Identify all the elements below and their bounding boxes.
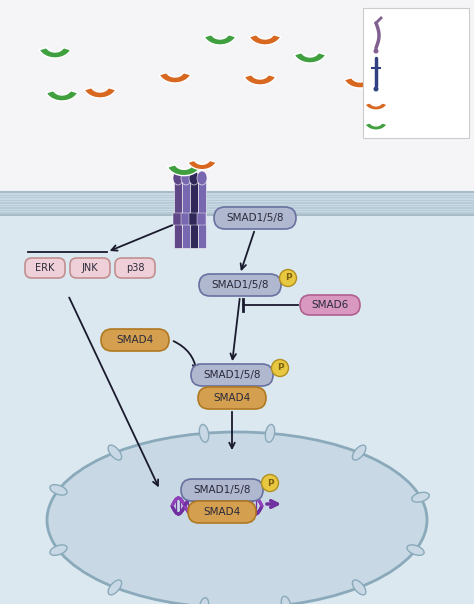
Polygon shape xyxy=(188,160,216,170)
Text: BMP4: BMP4 xyxy=(388,96,419,106)
FancyBboxPatch shape xyxy=(300,295,360,315)
Text: SMAD6: SMAD6 xyxy=(311,300,348,310)
Bar xyxy=(190,213,199,225)
Bar xyxy=(0,202,474,204)
Bar xyxy=(182,178,190,248)
Polygon shape xyxy=(204,34,236,45)
Ellipse shape xyxy=(281,596,291,604)
Bar xyxy=(0,193,474,194)
Bar xyxy=(0,208,474,210)
Text: JNK: JNK xyxy=(82,263,98,273)
Ellipse shape xyxy=(412,492,429,502)
Bar xyxy=(0,0,474,195)
Text: BMP2: BMP2 xyxy=(388,116,419,126)
Polygon shape xyxy=(84,88,116,98)
Bar xyxy=(0,201,474,202)
Text: SMAD1/5/8: SMAD1/5/8 xyxy=(203,370,261,380)
Bar xyxy=(0,214,474,215)
Bar xyxy=(0,196,474,197)
Text: ERK: ERK xyxy=(35,263,55,273)
Bar xyxy=(0,204,474,205)
Ellipse shape xyxy=(47,432,427,604)
Polygon shape xyxy=(46,91,78,101)
Bar xyxy=(0,205,474,206)
FancyBboxPatch shape xyxy=(214,207,296,229)
FancyBboxPatch shape xyxy=(191,364,273,386)
Bar xyxy=(0,200,474,201)
Ellipse shape xyxy=(181,171,191,185)
Bar xyxy=(0,213,474,214)
Circle shape xyxy=(374,86,379,91)
Polygon shape xyxy=(365,123,387,130)
Ellipse shape xyxy=(173,171,183,185)
Bar xyxy=(0,194,474,196)
Polygon shape xyxy=(294,53,326,63)
Circle shape xyxy=(280,269,297,286)
Polygon shape xyxy=(159,72,191,83)
Ellipse shape xyxy=(50,484,67,495)
Ellipse shape xyxy=(199,425,209,442)
Bar xyxy=(0,197,474,198)
Bar xyxy=(0,210,474,211)
FancyBboxPatch shape xyxy=(115,258,155,278)
Bar xyxy=(363,8,469,138)
Bar xyxy=(0,207,474,208)
Text: p38: p38 xyxy=(126,263,144,273)
Bar xyxy=(182,213,191,225)
Text: P: P xyxy=(267,478,273,487)
Ellipse shape xyxy=(108,445,122,460)
FancyBboxPatch shape xyxy=(199,274,281,296)
Polygon shape xyxy=(249,34,281,45)
Bar xyxy=(0,192,474,193)
Polygon shape xyxy=(167,165,201,176)
Text: SMAD4: SMAD4 xyxy=(213,393,251,403)
Ellipse shape xyxy=(197,171,207,185)
Bar xyxy=(190,178,198,248)
FancyBboxPatch shape xyxy=(188,501,256,523)
Ellipse shape xyxy=(265,425,275,442)
FancyBboxPatch shape xyxy=(181,479,263,501)
Ellipse shape xyxy=(352,580,366,595)
FancyBboxPatch shape xyxy=(25,258,65,278)
Circle shape xyxy=(272,359,289,376)
Polygon shape xyxy=(244,74,276,85)
Bar xyxy=(174,178,182,248)
Ellipse shape xyxy=(108,580,122,595)
Bar xyxy=(198,213,207,225)
Polygon shape xyxy=(384,54,416,65)
Text: SMAD1/5/8: SMAD1/5/8 xyxy=(226,213,284,223)
Text: P: P xyxy=(285,274,292,283)
Bar xyxy=(198,178,206,248)
Text: P: P xyxy=(277,364,283,373)
Ellipse shape xyxy=(352,445,366,460)
Ellipse shape xyxy=(407,545,424,555)
Text: BMPR2: BMPR2 xyxy=(388,30,427,40)
Polygon shape xyxy=(39,48,71,58)
Circle shape xyxy=(262,475,279,492)
Bar xyxy=(173,213,182,225)
Bar xyxy=(0,195,474,604)
Bar xyxy=(0,206,474,207)
Ellipse shape xyxy=(199,598,209,604)
Bar xyxy=(0,198,474,200)
Bar xyxy=(0,211,474,213)
Text: SMAD4: SMAD4 xyxy=(117,335,154,345)
FancyBboxPatch shape xyxy=(70,258,110,278)
FancyArrowPatch shape xyxy=(173,341,198,370)
Text: SMAD4: SMAD4 xyxy=(203,507,241,517)
Text: SMAD1/5/8: SMAD1/5/8 xyxy=(193,485,251,495)
Text: SMAD1/5/8: SMAD1/5/8 xyxy=(211,280,269,290)
FancyBboxPatch shape xyxy=(101,329,169,351)
Ellipse shape xyxy=(50,545,67,555)
Polygon shape xyxy=(344,77,376,88)
Polygon shape xyxy=(365,103,387,110)
Polygon shape xyxy=(419,80,451,91)
FancyBboxPatch shape xyxy=(198,387,266,409)
Ellipse shape xyxy=(189,171,199,185)
Circle shape xyxy=(374,48,379,54)
Text: BMPR1A: BMPR1A xyxy=(388,66,434,76)
